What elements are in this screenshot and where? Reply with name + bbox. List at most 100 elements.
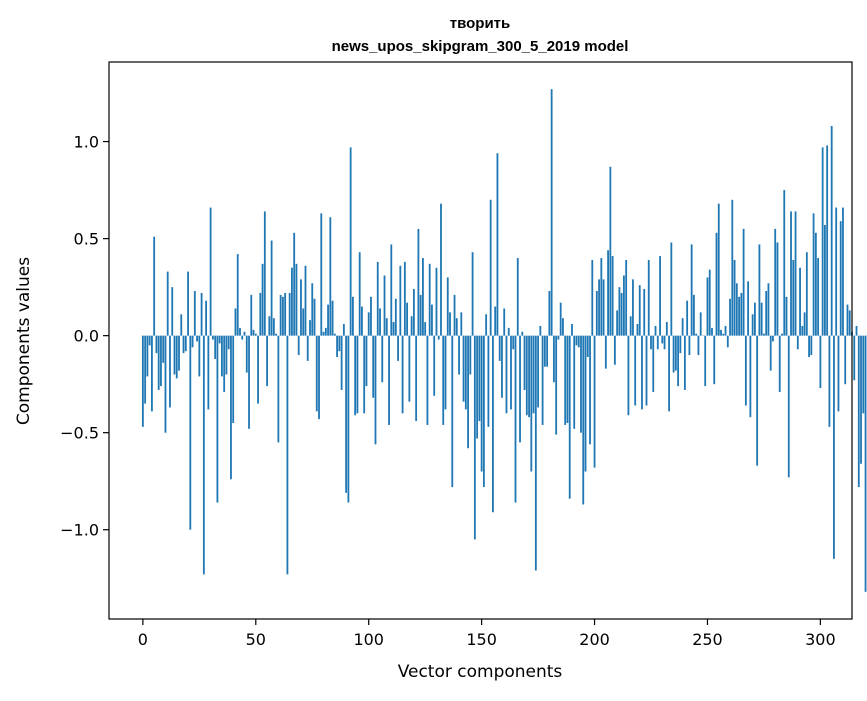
bar-74 [309, 320, 311, 336]
bar-121 [415, 336, 417, 421]
bar-226 [652, 336, 654, 392]
bar-284 [783, 190, 785, 336]
bar-20 [187, 272, 189, 336]
bar-306 [833, 336, 835, 559]
bar-39 [230, 336, 232, 480]
bar-159 [501, 336, 503, 398]
bar-25 [198, 336, 200, 377]
bar-100 [368, 312, 370, 335]
bar-105 [379, 308, 381, 335]
bar-147 [474, 336, 476, 540]
bar-257 [722, 334, 724, 336]
bar-211 [618, 287, 620, 336]
bar-35 [221, 336, 223, 377]
bar-290 [797, 336, 799, 350]
bar-227 [655, 326, 657, 336]
bar-16 [178, 336, 180, 371]
bar-283 [781, 334, 783, 336]
chart-title-line1: творить [450, 15, 510, 32]
bar-316 [856, 326, 858, 336]
bar-15 [176, 336, 178, 379]
bar-303 [826, 145, 828, 335]
bar-294 [806, 252, 808, 335]
bar-116 [404, 262, 406, 336]
bar-96 [359, 252, 361, 335]
bar-124 [422, 258, 424, 336]
bar-214 [625, 260, 627, 336]
bar-135 [447, 277, 449, 335]
bar-118 [408, 336, 410, 402]
bar-236 [675, 336, 677, 371]
y-axis-label: Components values [14, 257, 34, 425]
y-tick-label: 0.5 [74, 230, 99, 249]
bar-67 [293, 233, 295, 336]
bar-64 [287, 336, 289, 575]
bar-107 [384, 275, 386, 335]
bar-240 [684, 336, 686, 390]
bar-288 [792, 260, 794, 336]
bar-205 [605, 336, 607, 369]
bar-216 [630, 316, 632, 335]
bar-174 [535, 336, 537, 571]
bar-238 [679, 336, 681, 353]
bar-73 [307, 336, 309, 361]
bar-220 [639, 285, 641, 335]
bar-4 [151, 336, 153, 412]
bar-139 [456, 318, 458, 335]
bar-193 [578, 336, 580, 348]
bar-87 [338, 336, 340, 352]
bar-202 [598, 279, 600, 335]
bar-86 [336, 336, 338, 357]
bar-45 [244, 332, 246, 336]
bar-48 [250, 295, 252, 336]
bar-59 [275, 334, 277, 336]
bar-246 [698, 336, 700, 355]
bar-319 [862, 336, 864, 414]
bar-24 [196, 336, 198, 342]
bar-302 [824, 225, 826, 336]
bar-37 [226, 336, 228, 375]
bar-223 [646, 336, 648, 406]
bar-26 [201, 293, 203, 336]
bar-272 [756, 336, 758, 466]
bar-229 [659, 256, 661, 336]
bar-173 [533, 336, 535, 414]
bar-215 [628, 336, 630, 416]
bar-150 [481, 336, 483, 472]
bar-239 [682, 318, 684, 335]
bar-293 [804, 312, 806, 335]
bar-318 [860, 336, 862, 464]
bar-153 [488, 336, 490, 427]
bar-207 [609, 167, 611, 336]
bar-250 [707, 277, 709, 335]
bar-251 [709, 270, 711, 336]
bar-11 [167, 272, 169, 336]
bar-271 [754, 303, 756, 336]
bar-310 [842, 208, 844, 336]
bar-43 [239, 328, 241, 336]
bar-194 [580, 336, 582, 433]
bar-234 [670, 242, 672, 335]
bar-125 [424, 322, 426, 336]
y-tick-label: 0.0 [74, 327, 99, 346]
bar-50 [255, 334, 257, 336]
bar-183 [555, 336, 557, 435]
bar-221 [641, 336, 643, 410]
bar-188 [567, 336, 569, 423]
bar-82 [327, 305, 329, 336]
bar-152 [485, 314, 487, 335]
bar-192 [576, 336, 578, 346]
bar-110 [390, 244, 392, 335]
bar-253 [713, 336, 715, 385]
bar-168 [521, 332, 523, 336]
bar-209 [614, 336, 616, 365]
bar-243 [691, 244, 693, 335]
x-tick-label: 250 [692, 630, 723, 649]
bar-282 [779, 336, 781, 392]
bar-91 [347, 336, 349, 503]
bar-305 [831, 126, 833, 336]
bar-58 [273, 318, 275, 335]
bar-233 [668, 336, 670, 412]
